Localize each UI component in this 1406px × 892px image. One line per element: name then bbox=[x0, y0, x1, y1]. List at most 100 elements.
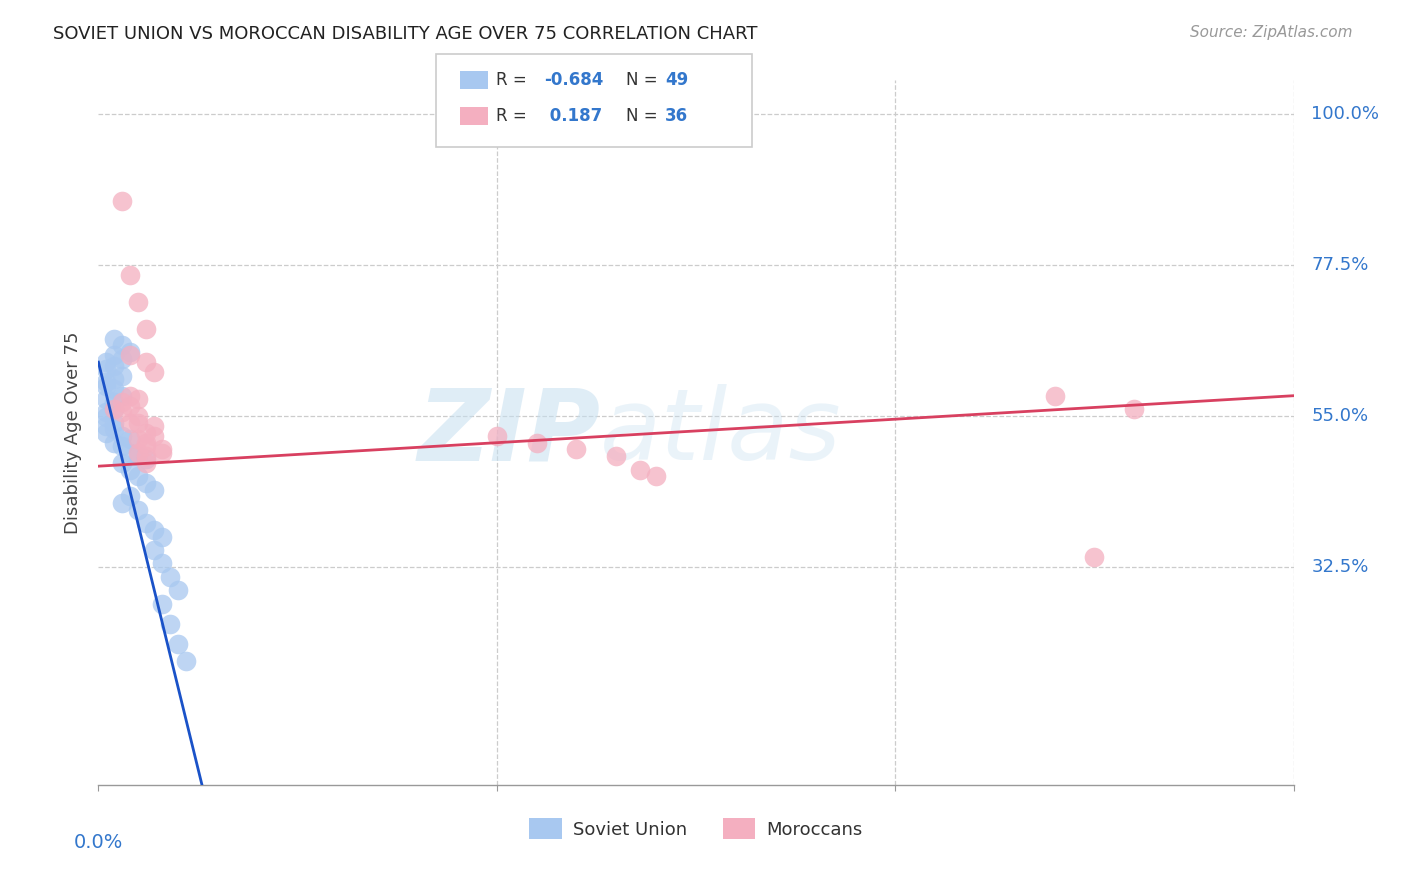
Text: SOVIET UNION VS MOROCCAN DISABILITY AGE OVER 75 CORRELATION CHART: SOVIET UNION VS MOROCCAN DISABILITY AGE … bbox=[53, 25, 758, 43]
Text: 49: 49 bbox=[665, 71, 689, 89]
Point bbox=[167, 637, 190, 651]
Point bbox=[103, 416, 125, 430]
Point bbox=[103, 435, 125, 450]
Text: R =: R = bbox=[496, 107, 533, 125]
Point bbox=[111, 439, 134, 453]
Point bbox=[628, 462, 651, 476]
Point bbox=[1123, 402, 1146, 417]
Point bbox=[120, 462, 142, 476]
Point bbox=[174, 654, 197, 668]
Point bbox=[1083, 549, 1105, 564]
Point bbox=[120, 348, 142, 362]
Point bbox=[96, 378, 118, 392]
Text: R =: R = bbox=[496, 71, 533, 89]
Point bbox=[135, 439, 157, 453]
Point bbox=[120, 345, 142, 359]
Point bbox=[96, 355, 118, 369]
Text: atlas: atlas bbox=[600, 384, 842, 481]
Point bbox=[120, 489, 142, 503]
Point bbox=[143, 543, 166, 558]
Text: N =: N = bbox=[626, 107, 662, 125]
Text: 36: 36 bbox=[665, 107, 688, 125]
Point bbox=[103, 422, 125, 436]
Point bbox=[143, 523, 166, 537]
Point bbox=[103, 359, 125, 373]
Point bbox=[135, 456, 157, 470]
Point bbox=[120, 446, 142, 460]
Point bbox=[159, 570, 181, 584]
Text: 0.0%: 0.0% bbox=[73, 833, 124, 852]
Y-axis label: Disability Age Over 75: Disability Age Over 75 bbox=[65, 331, 83, 534]
Point bbox=[1043, 389, 1066, 403]
Point bbox=[127, 294, 149, 309]
Point bbox=[111, 405, 134, 419]
Text: 0.187: 0.187 bbox=[544, 107, 602, 125]
Point bbox=[135, 452, 157, 467]
Text: 77.5%: 77.5% bbox=[1312, 256, 1369, 274]
Point bbox=[565, 442, 588, 457]
Point bbox=[111, 194, 134, 208]
Point bbox=[103, 402, 125, 417]
Text: -0.684: -0.684 bbox=[544, 71, 603, 89]
Text: 32.5%: 32.5% bbox=[1312, 558, 1369, 576]
Point bbox=[135, 321, 157, 335]
Point bbox=[120, 433, 142, 447]
Legend: Soviet Union, Moroccans: Soviet Union, Moroccans bbox=[522, 811, 870, 847]
Point bbox=[150, 442, 173, 457]
Point bbox=[135, 355, 157, 369]
Point bbox=[111, 496, 134, 510]
Point bbox=[127, 449, 149, 463]
Point bbox=[103, 372, 125, 386]
Point bbox=[143, 429, 166, 443]
Point bbox=[111, 351, 134, 366]
Point bbox=[143, 365, 166, 379]
Point bbox=[96, 362, 118, 376]
Point bbox=[143, 418, 166, 433]
Point bbox=[96, 425, 118, 440]
Point bbox=[103, 348, 125, 362]
Point bbox=[485, 429, 508, 443]
Point bbox=[127, 416, 149, 430]
Point bbox=[103, 395, 125, 409]
Point bbox=[150, 446, 173, 460]
Point bbox=[127, 392, 149, 406]
Point bbox=[143, 483, 166, 497]
Point bbox=[127, 503, 149, 517]
Point bbox=[103, 332, 125, 346]
Text: N =: N = bbox=[626, 71, 662, 89]
Point bbox=[127, 433, 149, 447]
Text: Source: ZipAtlas.com: Source: ZipAtlas.com bbox=[1189, 25, 1353, 40]
Point bbox=[111, 429, 134, 443]
Point bbox=[103, 382, 125, 396]
Point bbox=[135, 516, 157, 531]
Point bbox=[96, 376, 118, 390]
Point bbox=[127, 469, 149, 483]
Text: 100.0%: 100.0% bbox=[1312, 105, 1379, 123]
Point bbox=[127, 446, 149, 460]
Point bbox=[111, 456, 134, 470]
Point bbox=[150, 597, 173, 611]
Point bbox=[135, 435, 157, 450]
Point bbox=[120, 399, 142, 413]
Point bbox=[150, 557, 173, 571]
Point bbox=[135, 449, 157, 463]
Point bbox=[96, 418, 118, 433]
Point bbox=[120, 389, 142, 403]
Point bbox=[120, 268, 142, 282]
Point bbox=[167, 583, 190, 598]
Point bbox=[135, 425, 157, 440]
Point bbox=[111, 395, 134, 409]
Point bbox=[127, 409, 149, 423]
Point bbox=[103, 402, 125, 417]
Point bbox=[96, 392, 118, 406]
Point bbox=[96, 410, 118, 425]
Point bbox=[159, 616, 181, 631]
Point bbox=[120, 416, 142, 430]
Text: 55.0%: 55.0% bbox=[1312, 407, 1368, 425]
Point bbox=[111, 338, 134, 352]
Point bbox=[150, 530, 173, 544]
Point bbox=[111, 389, 134, 403]
Point bbox=[526, 435, 548, 450]
Point bbox=[135, 475, 157, 490]
Point bbox=[605, 449, 627, 463]
